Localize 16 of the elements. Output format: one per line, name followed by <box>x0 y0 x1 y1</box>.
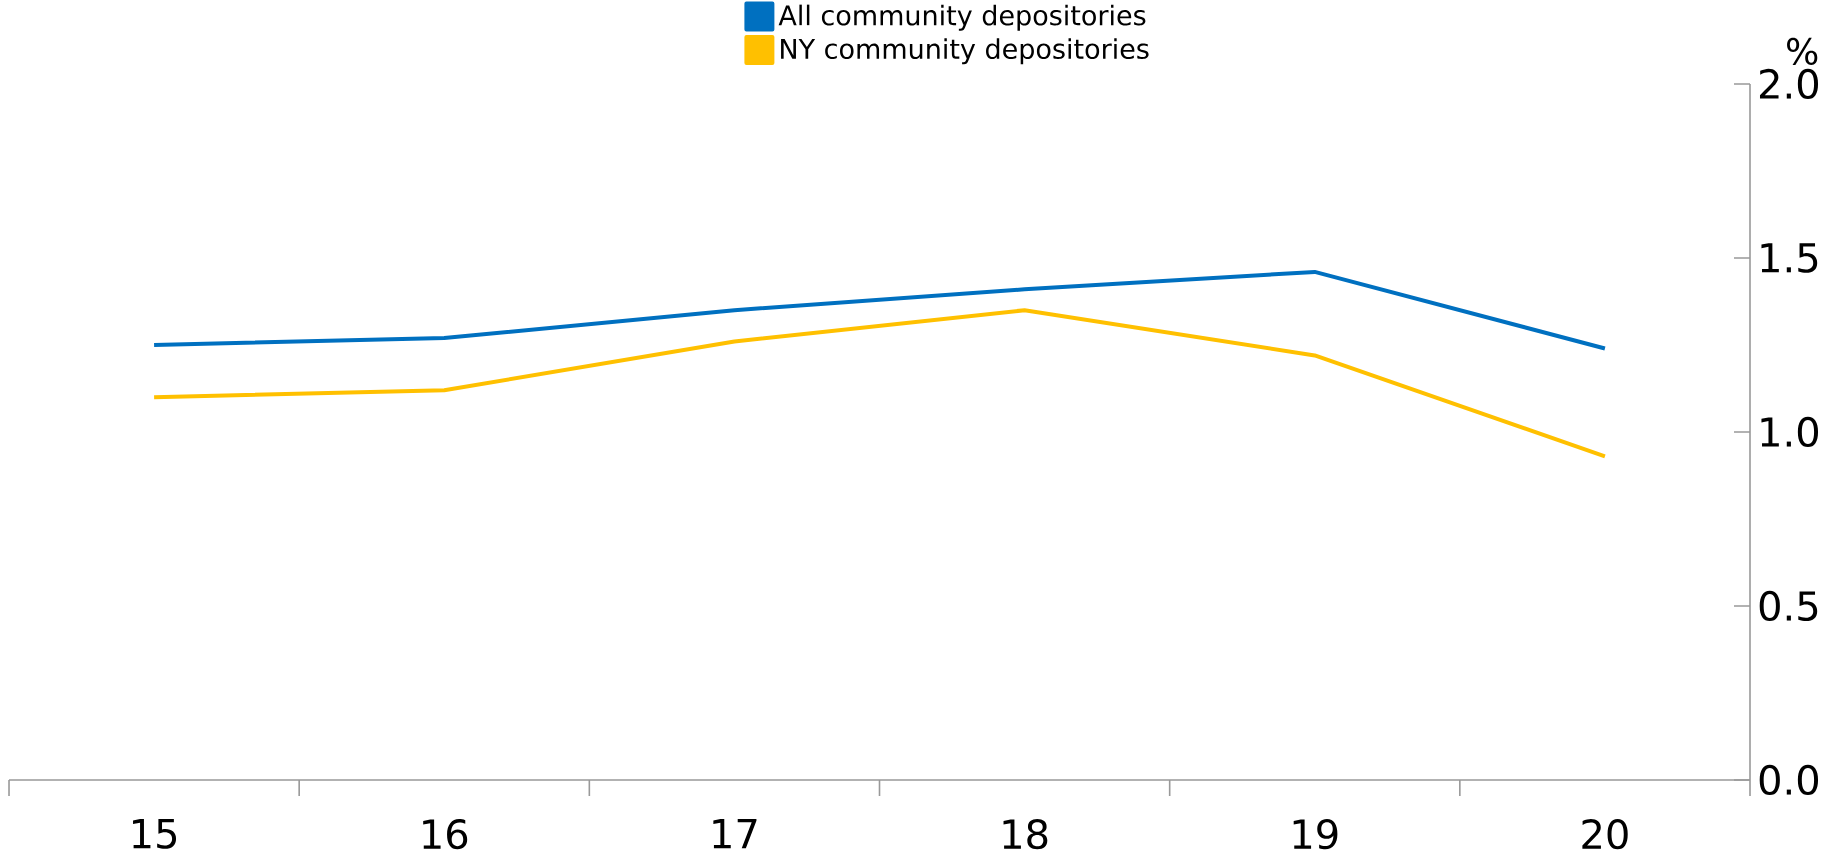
x-tick-label: 15 <box>133 819 177 849</box>
y-tick-label: 1.0 <box>1761 416 1819 448</box>
y-tick-label: 2.0 <box>1759 68 1819 100</box>
line-series <box>152 269 1607 351</box>
x-tick-label: 18 <box>1003 819 1048 850</box>
x-tick-label: 17 <box>713 819 757 849</box>
x-tick-label: 20 <box>1582 819 1628 850</box>
y-tick-label: 0.5 <box>1759 590 1818 622</box>
x-tick-label: 16 <box>423 819 468 850</box>
x-tick-label: 19 <box>1293 819 1338 850</box>
legend-label: All community depositories <box>778 4 1146 31</box>
y-tick-label: 0.0 <box>1759 764 1819 796</box>
y-tick-label: 1.5 <box>1761 243 1818 273</box>
legend-label: NY community depositories <box>781 38 1149 65</box>
y-axis-title: % <box>1787 37 1818 65</box>
line-series <box>152 308 1607 459</box>
